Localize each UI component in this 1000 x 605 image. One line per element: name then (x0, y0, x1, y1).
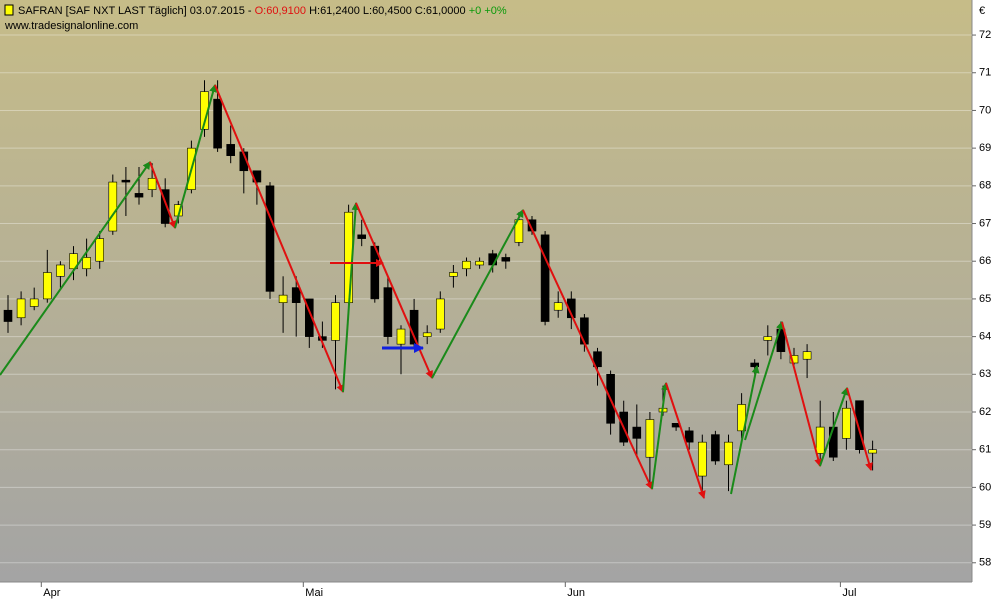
source: www.tradesignalonline.com (4, 20, 138, 32)
candle-body (815, 426, 825, 454)
candle-body (711, 434, 720, 462)
candle-body (422, 332, 432, 337)
y-tick-label: 61 (979, 444, 991, 456)
candle-body (868, 449, 877, 454)
candle-body (435, 298, 445, 330)
candle-body (462, 260, 471, 270)
candle-body (593, 351, 602, 368)
candle-body (684, 430, 694, 443)
x-tick-label: Jul (842, 587, 856, 599)
y-tick-label: 60 (979, 481, 991, 493)
x-tick-label: Apr (43, 587, 60, 599)
candle-body (291, 287, 301, 303)
x-tick-label: Jun (567, 587, 585, 599)
candle-body (580, 317, 589, 345)
y-tick-label: 70 (979, 104, 991, 116)
candle-body (42, 272, 52, 300)
candle-body (449, 272, 458, 277)
candle-body (3, 309, 13, 322)
zigzag-arrows (0, 84, 873, 499)
quote-change: +0 +0% (469, 5, 507, 17)
y-tick-label: 72 (979, 29, 991, 41)
quote-low: L:60,4500 (363, 5, 412, 17)
y-tick-label: 64 (979, 331, 991, 343)
candle-body (121, 179, 131, 183)
candle-body (16, 298, 26, 319)
candle-body (540, 234, 550, 322)
arrow (730, 365, 760, 495)
arrow (846, 387, 873, 471)
x-tick-label: Mai (305, 587, 323, 599)
candle-body (789, 355, 799, 364)
y-tick-label: 58 (979, 557, 991, 569)
currency: € (979, 5, 985, 17)
y-tick-label: 69 (979, 142, 991, 154)
arrow (651, 382, 670, 490)
quote-high: H:61,2400 (309, 5, 360, 17)
y-tick-label: 63 (979, 368, 991, 380)
candle-body (357, 234, 367, 239)
candle-body (566, 298, 576, 319)
y-tick-label: 66 (979, 255, 991, 267)
candle-body (213, 98, 222, 149)
candle-body (56, 264, 65, 277)
candle-body (632, 426, 642, 439)
candle-body (855, 400, 864, 450)
candle-body (108, 181, 118, 232)
candle-body (95, 238, 104, 262)
candle-body (29, 298, 39, 307)
y-tick-label: 59 (979, 519, 991, 531)
chart-title: SAFRAN [SAF NXT LAST Täglich] 03.07.2015… (18, 5, 507, 17)
candle-body (134, 193, 144, 198)
arrow (0, 161, 151, 376)
arrow (522, 209, 653, 490)
arrow (214, 84, 344, 393)
candle-body (724, 441, 733, 466)
quote-close: C:61,0000 (415, 5, 466, 17)
candle-body (82, 257, 91, 270)
arrow (342, 202, 360, 393)
y-tick-label: 65 (979, 293, 991, 305)
arrow (174, 84, 217, 229)
arrow (149, 161, 177, 229)
candle-body (69, 253, 78, 270)
candle-body (265, 185, 275, 292)
candle-body (514, 219, 524, 243)
plot-area (0, 0, 972, 582)
y-tick-label: 67 (979, 217, 991, 229)
candle-body (278, 294, 288, 303)
candle-body (226, 144, 235, 156)
candle-body (475, 260, 484, 266)
candle-body (553, 302, 563, 311)
candle-body (383, 287, 393, 337)
arrow (665, 382, 706, 499)
y-tick-label: 71 (979, 67, 991, 79)
candle-body (697, 441, 707, 477)
candle-body (501, 257, 511, 262)
candle-body (828, 426, 838, 458)
y-tick-label: 62 (979, 406, 991, 418)
arrow (781, 321, 823, 467)
candle-body (331, 302, 340, 341)
candle-body (160, 189, 170, 224)
candle-body (147, 177, 157, 190)
legend-icon (4, 4, 14, 16)
quote-open: O:60,9100 (255, 5, 306, 17)
arrow (819, 387, 849, 467)
title: SAFRAN [SAF NXT LAST Täglich] 03.07.2015… (18, 5, 252, 17)
y-tick-label: 68 (979, 180, 991, 192)
candle-body (842, 407, 851, 439)
arrow (744, 321, 784, 441)
candle-body (802, 351, 812, 360)
candle-body (304, 298, 314, 337)
candle-body (645, 419, 655, 458)
candles (3, 80, 877, 492)
grid (0, 34, 972, 564)
arrow (431, 209, 524, 379)
candle-body (396, 328, 406, 345)
candle-body (763, 336, 773, 341)
